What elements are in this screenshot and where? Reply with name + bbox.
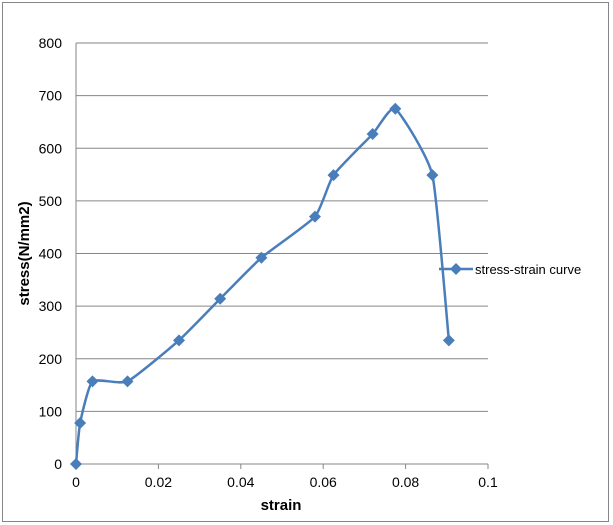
x-tick-0.1: 0.1 <box>478 474 498 490</box>
y-tick-600: 600 <box>39 140 63 156</box>
y-tick-800: 800 <box>39 35 63 51</box>
data-point-6 <box>255 251 268 264</box>
y-tick-700: 700 <box>39 88 63 104</box>
data-point-5 <box>214 292 227 305</box>
y-tick-300: 300 <box>39 298 63 314</box>
data-point-9 <box>366 128 379 141</box>
data-point-0 <box>70 458 82 470</box>
y-tick-200: 200 <box>39 351 63 367</box>
y-tick-100: 100 <box>39 403 63 419</box>
legend: stress-strain curve <box>439 262 581 277</box>
legend-label: stress-strain curve <box>475 262 581 277</box>
legend-marker <box>450 263 462 275</box>
x-tick-0.04: 0.04 <box>227 474 254 490</box>
y-axis-title: stress(N/mm2) <box>16 201 33 305</box>
x-axis-title: strain <box>261 497 302 514</box>
series-markers <box>70 102 455 470</box>
data-point-4 <box>173 334 185 347</box>
y-tick-400: 400 <box>39 246 63 262</box>
data-point-10 <box>389 102 402 115</box>
y-tick-0: 0 <box>54 456 62 472</box>
x-tick-0.08: 0.08 <box>392 474 419 490</box>
axes <box>75 43 489 469</box>
y-tick-500: 500 <box>39 193 63 209</box>
x-tick-0: 0 <box>72 474 80 490</box>
x-tick-0.06: 0.06 <box>310 474 337 490</box>
data-point-8 <box>327 169 340 182</box>
x-tick-0.02: 0.02 <box>145 474 172 490</box>
series-line <box>74 107 451 465</box>
gridlines <box>76 42 488 465</box>
data-point-11 <box>426 169 439 182</box>
data-point-3 <box>121 375 134 388</box>
data-point-7 <box>308 210 321 223</box>
y-tick-labels: 0 100 200 300 400 500 600 700 800 <box>39 35 63 472</box>
data-point-12 <box>442 334 455 347</box>
data-point-1 <box>74 416 87 429</box>
data-point-2 <box>86 375 99 388</box>
x-tick-labels: 0 0.02 0.04 0.06 0.08 0.1 <box>72 474 498 490</box>
